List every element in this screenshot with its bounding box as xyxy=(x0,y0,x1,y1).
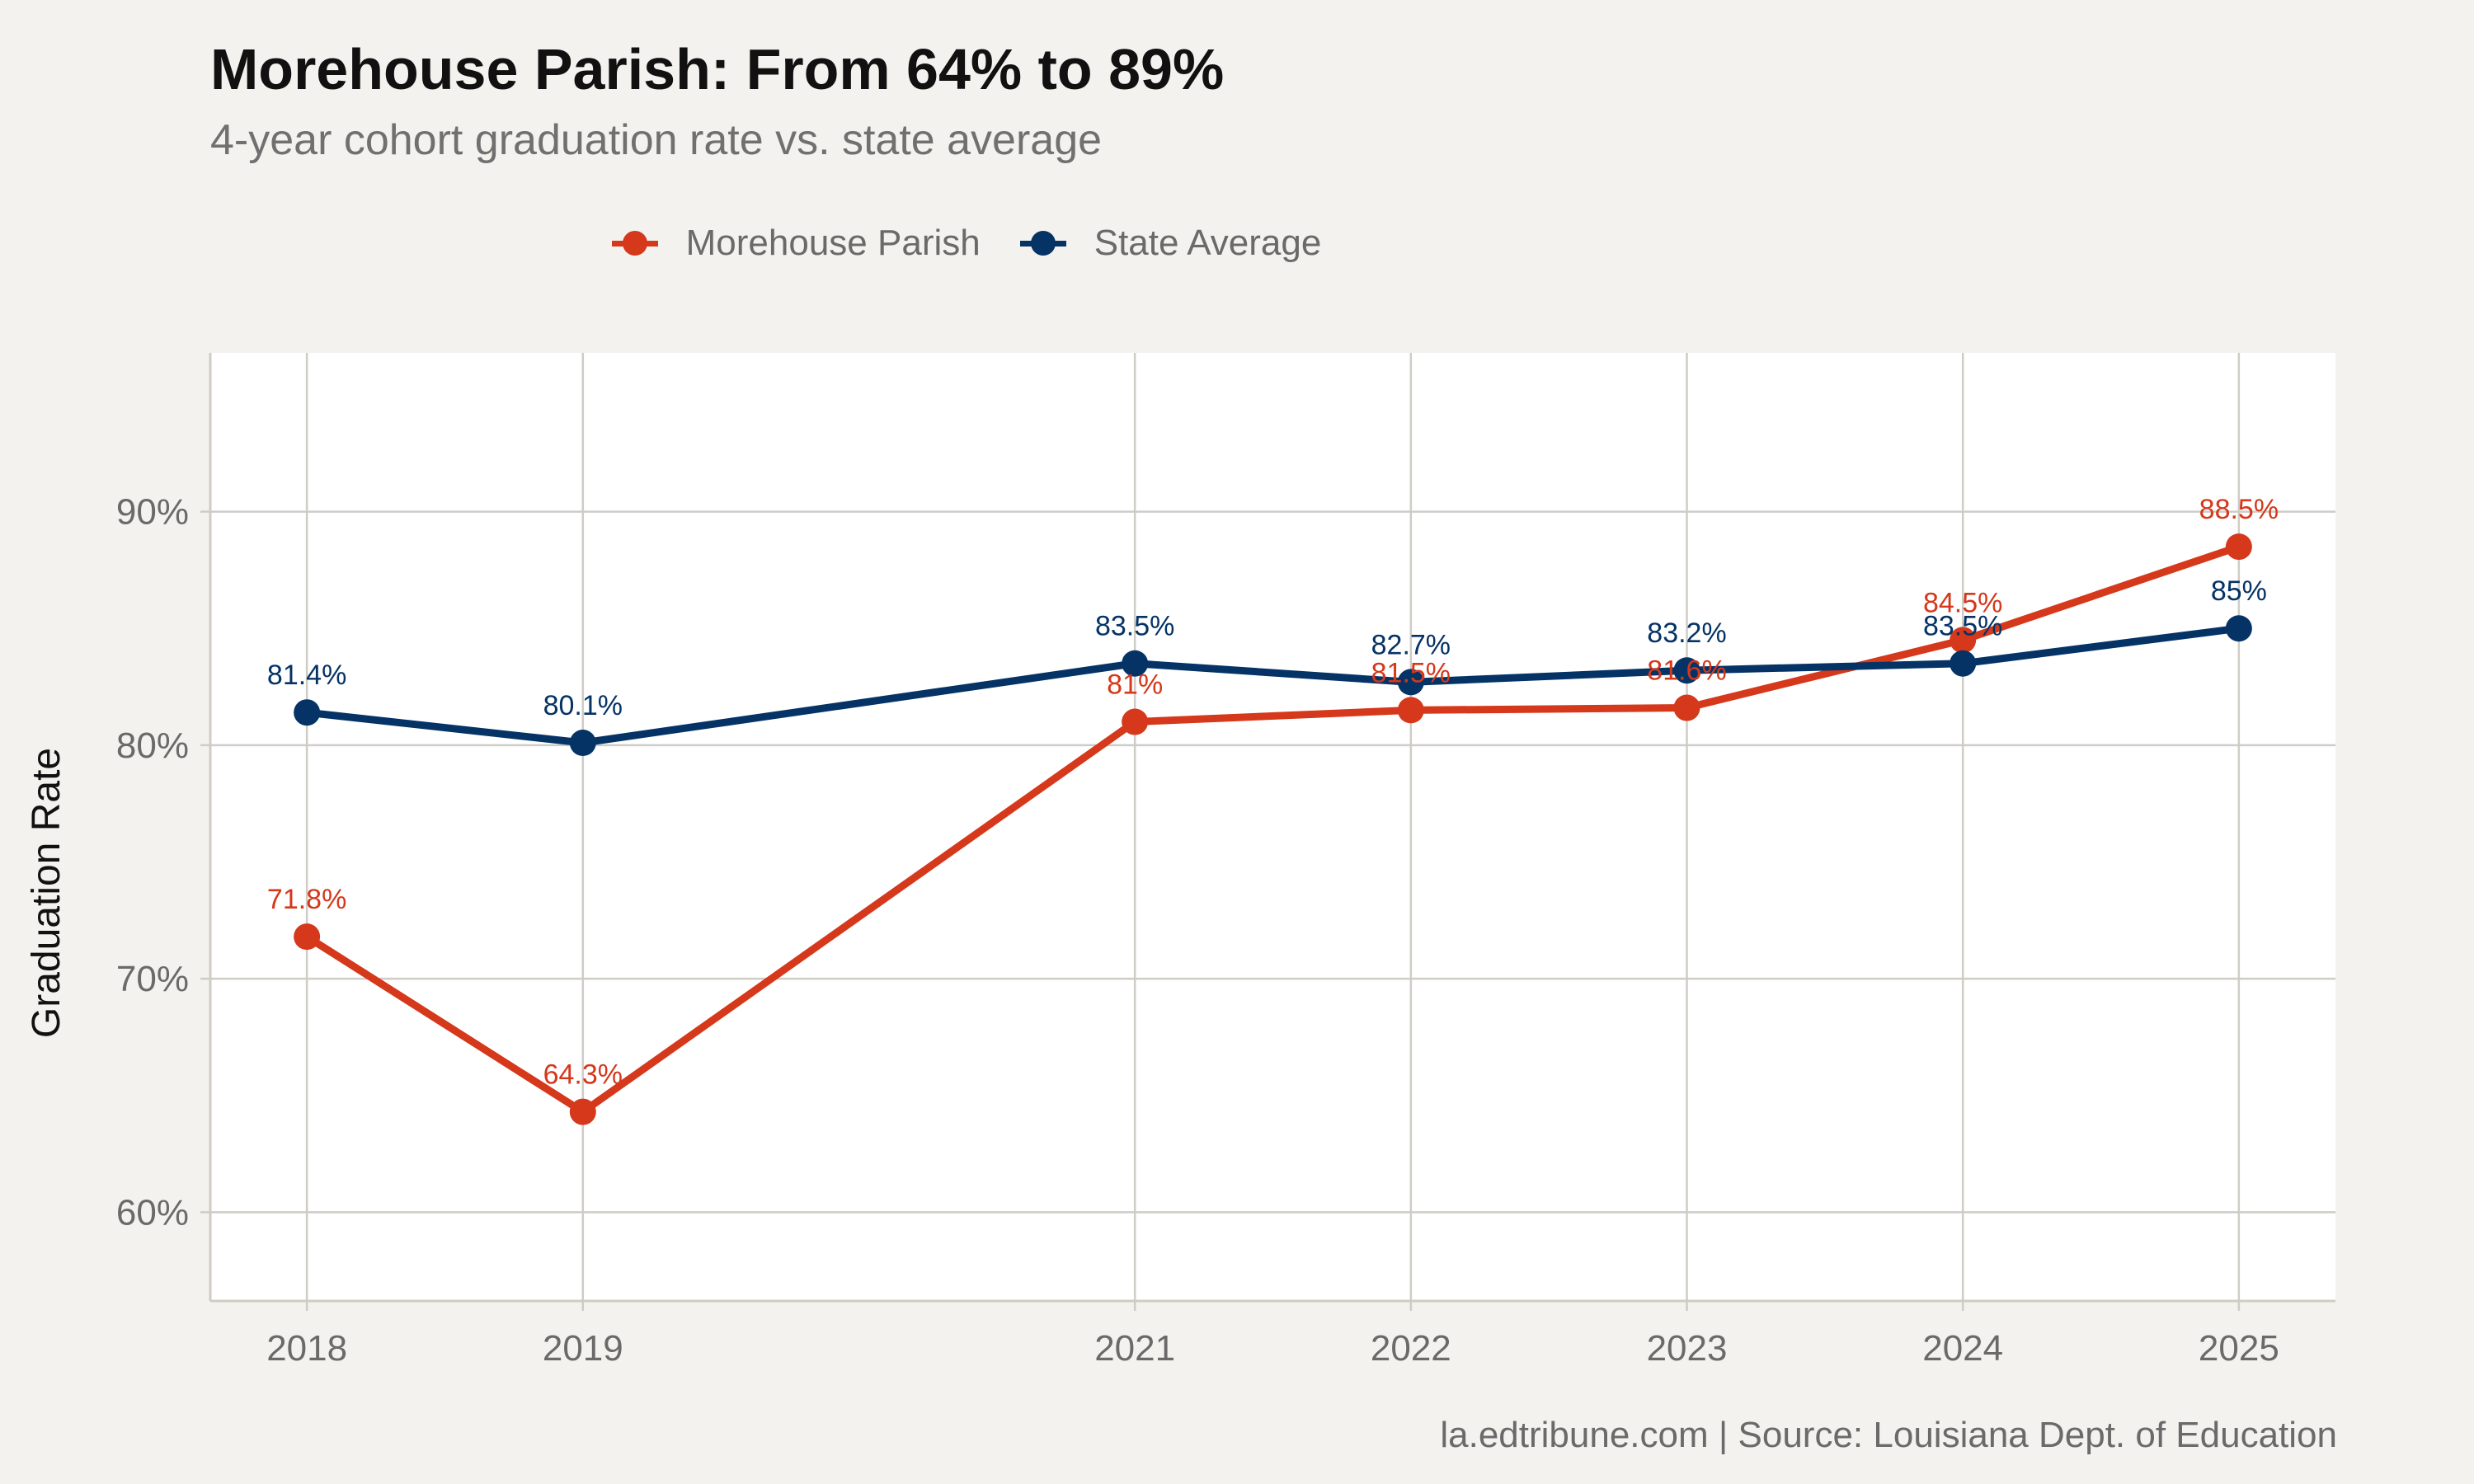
data-label-state: 80.1% xyxy=(543,690,623,721)
data-label-layer: 71.8% 64.3% 81% 81.5% 81.6% 84.5% 88.5% 81.4% 80… xyxy=(267,494,2279,1090)
x-tick-label: 2022 xyxy=(1371,1328,1451,1369)
data-label-state: 83.2% xyxy=(1647,618,1726,649)
x-tick-label: 2021 xyxy=(1094,1328,1175,1369)
data-label-morehouse: 81.5% xyxy=(1371,657,1451,688)
data-point-state xyxy=(2225,615,2252,642)
series-layer xyxy=(294,533,2252,1125)
data-label-morehouse: 81% xyxy=(1107,669,1163,701)
data-label-morehouse: 84.5% xyxy=(1923,587,2002,618)
grid-lines xyxy=(210,353,2335,1301)
x-tick-label: 2024 xyxy=(1922,1328,2003,1369)
data-label-morehouse: 81.6% xyxy=(1647,655,1726,687)
x-tick-label: 2018 xyxy=(266,1328,347,1369)
data-label-morehouse: 64.3% xyxy=(543,1059,623,1091)
legend: Morehouse Parish State Average xyxy=(0,223,1930,264)
legend-label-morehouse: Morehouse Parish xyxy=(685,223,981,263)
legend-key-state xyxy=(1017,227,1070,260)
x-tick-label: 2019 xyxy=(543,1328,623,1369)
data-point-state xyxy=(1950,650,1977,677)
data-point-state xyxy=(294,699,321,726)
y-tick-label: 80% xyxy=(116,726,189,766)
legend-key-morehouse xyxy=(609,227,661,260)
axes: 2018 2019 2021 2022 2023 2024 2025 60% 70% 80% 90%… xyxy=(25,353,2335,1369)
data-point-morehouse xyxy=(1673,694,1700,721)
x-tick-label: 2023 xyxy=(1647,1328,1728,1369)
chart-title: Morehouse Parish: From 64% to 89% xyxy=(210,37,1225,101)
data-point-morehouse xyxy=(1397,697,1424,724)
data-point-morehouse xyxy=(1950,627,1977,654)
data-point-morehouse xyxy=(294,923,321,951)
plot-panel xyxy=(210,353,2335,1301)
data-label-state: 81.4% xyxy=(267,660,346,691)
data-label-state: 83.5% xyxy=(1923,611,2002,642)
chart-subtitle: 4-year cohort graduation rate vs. state … xyxy=(210,116,1103,164)
data-point-state xyxy=(1673,657,1700,684)
y-tick-label: 70% xyxy=(116,959,189,999)
data-label-morehouse: 71.8% xyxy=(267,884,346,915)
data-point-morehouse xyxy=(2225,533,2252,561)
data-label-state: 83.5% xyxy=(1095,611,1174,642)
data-label-morehouse: 88.5% xyxy=(2199,494,2279,525)
y-tick-label: 60% xyxy=(116,1192,189,1233)
legend-label-state: State Average xyxy=(1094,223,1322,263)
x-tick-label: 2025 xyxy=(2199,1328,2279,1369)
legend-item-morehouse: Morehouse Parish xyxy=(609,223,981,264)
legend-item-state: State Average xyxy=(1017,223,1322,264)
y-axis-title: Graduation Rate xyxy=(25,748,68,1038)
data-point-morehouse xyxy=(1122,708,1149,735)
source-caption: la.edtribune.com | Source: Louisiana Dep… xyxy=(1440,1415,2337,1455)
data-point-state xyxy=(569,730,596,757)
data-point-morehouse xyxy=(569,1098,596,1125)
data-label-state: 85% xyxy=(2211,575,2267,607)
data-label-state: 82.7% xyxy=(1371,629,1451,660)
data-point-state xyxy=(1122,650,1149,677)
data-point-state xyxy=(1397,669,1424,696)
y-tick-label: 90% xyxy=(116,492,189,533)
